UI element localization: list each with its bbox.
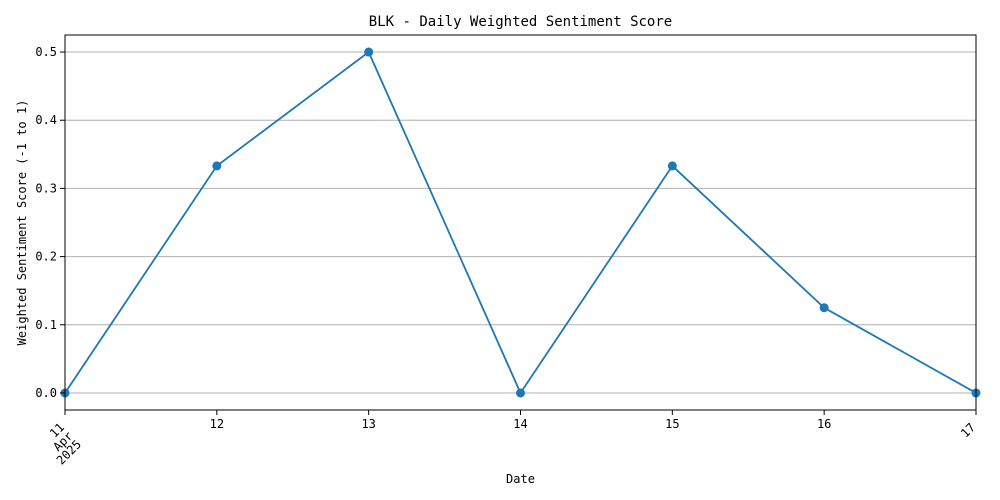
y-tick-label: 0.5 <box>35 45 57 59</box>
x-tick-label: 17 <box>958 420 978 440</box>
y-tick-label: 0.3 <box>35 181 57 195</box>
x-tick-label: 13 <box>361 417 375 431</box>
x-tick-label: 15 <box>665 417 679 431</box>
data-point <box>820 303 829 312</box>
y-axis-label: Weighted Sentiment Score (-1 to 1) <box>15 100 29 346</box>
series-line-1 <box>65 52 976 393</box>
y-tick-label: 0.2 <box>35 250 57 264</box>
x-tick-label-line: 17 <box>958 420 978 440</box>
y-tick-label: 0.0 <box>35 386 57 400</box>
data-point <box>668 161 677 170</box>
data-point <box>212 161 221 170</box>
y-tick-label: 0.1 <box>35 318 57 332</box>
chart-title: BLK - Daily Weighted Sentiment Score <box>369 14 672 30</box>
series-layer <box>61 48 981 398</box>
grid-lines <box>65 52 976 393</box>
data-point <box>364 48 373 57</box>
x-tick-label: 12 <box>210 417 224 431</box>
data-point <box>516 388 525 397</box>
x-tick-label: 14 <box>513 417 527 431</box>
y-tick-label: 0.4 <box>35 113 57 127</box>
x-tick-label: 11Apr2025 <box>37 420 84 467</box>
x-axis-label: Date <box>506 472 535 486</box>
x-tick-label: 16 <box>817 417 831 431</box>
plot-frame <box>65 35 976 410</box>
